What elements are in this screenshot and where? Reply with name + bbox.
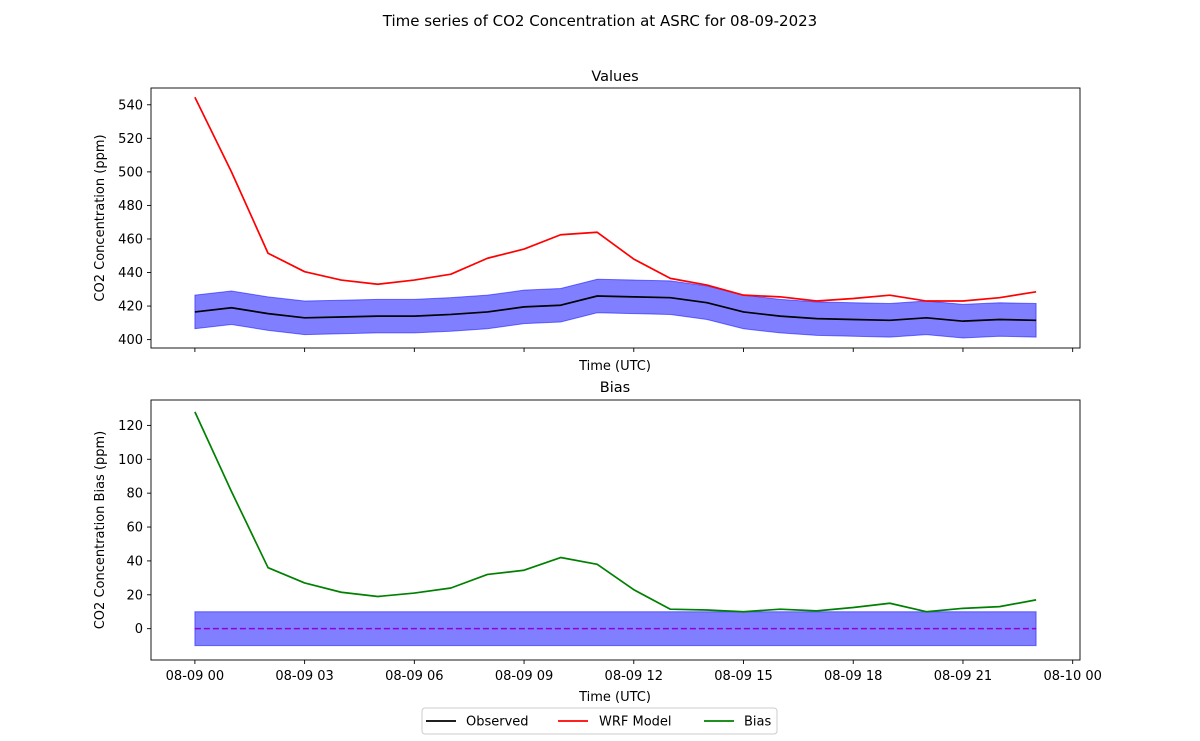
bias-plot-content bbox=[194, 411, 1037, 647]
bias-y-tick-label: 40 bbox=[126, 554, 143, 569]
values-y-tick-label: 480 bbox=[118, 199, 143, 214]
bias-x-tick-label: 08-09 21 bbox=[934, 669, 992, 684]
legend-item-wrf-model: WRF Model bbox=[558, 715, 672, 730]
values-y-tick-label: 500 bbox=[118, 165, 143, 180]
figure-title: Time series of CO2 Concentration at ASRC… bbox=[382, 12, 817, 30]
bias-x-tick-label: 08-09 18 bbox=[824, 669, 882, 684]
bias-x-axis-label: Time (UTC) bbox=[578, 690, 651, 705]
bias-y-axis-label: CO2 Concentration Bias (ppm) bbox=[93, 431, 108, 630]
bias-plot-area bbox=[150, 399, 1081, 661]
values-y-axis-label: CO2 Concentration (ppm) bbox=[93, 134, 108, 301]
bias-y-tick-label: 80 bbox=[126, 487, 143, 502]
values-plot-area bbox=[150, 87, 1081, 349]
values-panel: Values 400 420 440 460 480 500 520 540 Time (UT… bbox=[93, 69, 1081, 374]
values-plot-content bbox=[194, 96, 1037, 339]
values-y-tick-label: 440 bbox=[118, 266, 143, 281]
bias-y-tick-label: 20 bbox=[126, 588, 143, 603]
bias-x-axis: 08-09 00 08-09 03 08-09 06 08-09 09 08-09 12… bbox=[166, 660, 1102, 684]
bias-x-tick-label: 08-09 06 bbox=[385, 669, 443, 684]
legend-label-wrf-model: WRF Model bbox=[599, 715, 672, 730]
bias-panel-title: Bias bbox=[600, 380, 630, 396]
legend-item-observed: Observed bbox=[426, 715, 529, 730]
values-y-tick-label: 520 bbox=[118, 132, 143, 147]
legend-item-bias: Bias bbox=[704, 715, 771, 730]
bias-x-tick-label: 08-09 09 bbox=[495, 669, 553, 684]
bias-y-tick-label: 0 bbox=[135, 622, 143, 637]
series-line-bias bbox=[194, 411, 1037, 613]
bias-x-tick-label: 08-09 15 bbox=[714, 669, 772, 684]
bias-x-tick-label: 08-09 00 bbox=[166, 669, 224, 684]
legend-label-observed: Observed bbox=[466, 715, 529, 730]
values-y-tick-label: 400 bbox=[118, 333, 143, 348]
values-x-axis-label: Time (UTC) bbox=[578, 359, 651, 374]
values-y-tick-label: 540 bbox=[118, 98, 143, 113]
legend-box bbox=[421, 707, 778, 735]
bias-y-tick-label: 120 bbox=[118, 419, 143, 434]
values-x-axis bbox=[194, 348, 1074, 352]
bias-x-tick-label: 08-09 03 bbox=[275, 669, 333, 684]
values-y-tick-label: 420 bbox=[118, 300, 143, 315]
bias-y-tick-label: 100 bbox=[118, 453, 143, 468]
bias-x-tick-label: 08-10 00 bbox=[1043, 669, 1101, 684]
bias-x-tick-label: 08-09 12 bbox=[605, 669, 663, 684]
values-panel-title: Values bbox=[591, 69, 638, 85]
bias-y-tick-label: 60 bbox=[126, 521, 143, 536]
bias-y-axis: 0 20 40 60 80 100 120 bbox=[118, 419, 151, 637]
bias-uncertainty-band bbox=[194, 611, 1037, 647]
legend-label-bias: Bias bbox=[744, 715, 771, 730]
legend: Observed WRF Model Bias bbox=[421, 707, 778, 735]
series-line-observed bbox=[194, 295, 1037, 323]
values-y-tick-label: 460 bbox=[118, 232, 143, 247]
values-y-axis: 400 420 440 460 480 500 520 540 bbox=[118, 98, 151, 348]
values-uncertainty-band bbox=[194, 278, 1037, 339]
series-line-wrf-model bbox=[194, 96, 1037, 302]
